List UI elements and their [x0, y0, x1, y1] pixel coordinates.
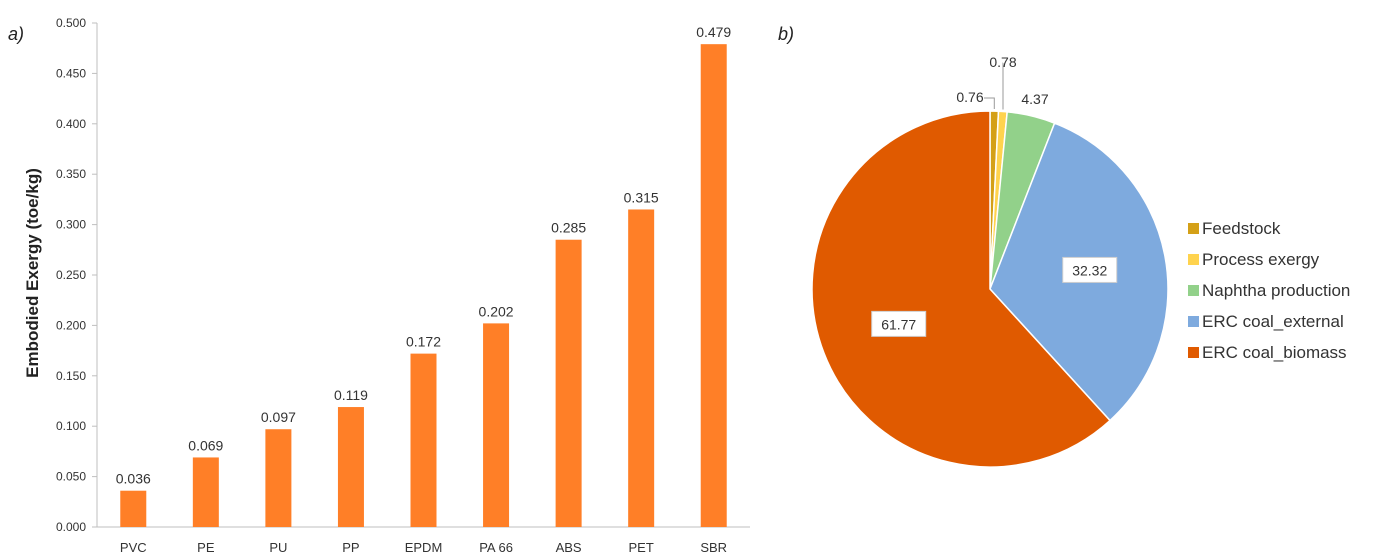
legend-label: Process exergy	[1202, 250, 1320, 269]
bar	[120, 490, 147, 527]
pie-leader-line	[984, 97, 995, 110]
bar-value-label: 0.119	[334, 387, 368, 403]
x-tick-label: PVC	[120, 540, 147, 555]
pie-slice	[811, 110, 1112, 468]
legend-label: Naphtha production	[1202, 281, 1350, 300]
panel-a-label: a)	[8, 24, 24, 44]
bar	[337, 407, 364, 527]
legend-swatch	[1188, 316, 1199, 327]
pie-value-label: 0.78	[989, 54, 1016, 70]
pie-value-label: 4.37	[1021, 91, 1048, 107]
bar-value-label: 0.285	[551, 220, 586, 236]
pie-value-label: 0.76	[956, 89, 983, 105]
bar-axes: 0.000 0.050 0.100 0.150 0.200 0.250 0.300 0.350…	[56, 16, 750, 534]
bar	[483, 323, 510, 527]
y-tick-label: 0.100	[56, 419, 86, 433]
panel-b-label: b)	[778, 24, 794, 44]
pie-value-label: 32.32	[1072, 262, 1107, 278]
x-tick-label: PA 66	[479, 540, 513, 555]
y-tick-label: 0.500	[56, 16, 86, 30]
x-tick-label: PET	[629, 540, 654, 555]
legend-swatch	[1188, 223, 1199, 234]
y-tick-label: 0.200	[56, 318, 86, 332]
x-tick-label: PP	[342, 540, 359, 555]
y-tick-label: 0.400	[56, 117, 86, 131]
bar	[555, 239, 582, 527]
legend-label: ERC coal_biomass	[1202, 343, 1347, 362]
pie-value-label-box	[871, 310, 927, 337]
bar	[410, 353, 437, 527]
bar-value-label: 0.097	[261, 409, 296, 425]
legend-swatch	[1188, 285, 1199, 296]
y-tick-label: 0.300	[56, 218, 86, 232]
bar	[265, 429, 292, 527]
bar-y-axis-label: Embodied Exergy (toe/kg)	[23, 168, 42, 378]
bar-value-label: 0.036	[116, 471, 151, 487]
legend-label: ERC coal_external	[1202, 312, 1344, 331]
bar-value-label: 0.172	[406, 334, 441, 350]
bar-value-label: 0.069	[188, 437, 223, 453]
x-tick-label: EPDM	[405, 540, 443, 555]
bar	[192, 457, 219, 527]
pie-value-label: 61.77	[881, 316, 916, 332]
y-tick-label: 0.350	[56, 167, 86, 181]
pie-value-label-box	[1062, 256, 1118, 283]
pie-marks: 0.76 0.78 4.37 32.32 61.77	[811, 54, 1169, 468]
bar-marks: 0.036 PVC 0.069 PE 0.097 PU 0.119 PP 0.172 EPDM 0.…	[116, 24, 732, 555]
x-tick-label: PE	[197, 540, 215, 555]
bar-value-label: 0.315	[624, 189, 659, 205]
y-tick-label: 0.450	[56, 66, 86, 80]
legend-swatch	[1188, 347, 1199, 358]
bar-value-label: 0.202	[479, 303, 514, 319]
bar	[700, 44, 727, 527]
x-tick-label: ABS	[556, 540, 582, 555]
y-tick-label: 0.050	[56, 470, 86, 484]
bar	[628, 209, 655, 528]
y-tick-label: 0.000	[56, 520, 86, 534]
legend-label: Feedstock	[1202, 219, 1281, 238]
y-tick-label: 0.150	[56, 369, 86, 383]
legend-swatch	[1188, 254, 1199, 265]
bar-value-label: 0.479	[696, 24, 731, 40]
y-tick-label: 0.250	[56, 268, 86, 282]
pie-legend: Feedstock Process exergy Naphtha productio…	[1188, 219, 1350, 362]
x-tick-label: PU	[269, 540, 287, 555]
x-tick-label: SBR	[700, 540, 727, 555]
